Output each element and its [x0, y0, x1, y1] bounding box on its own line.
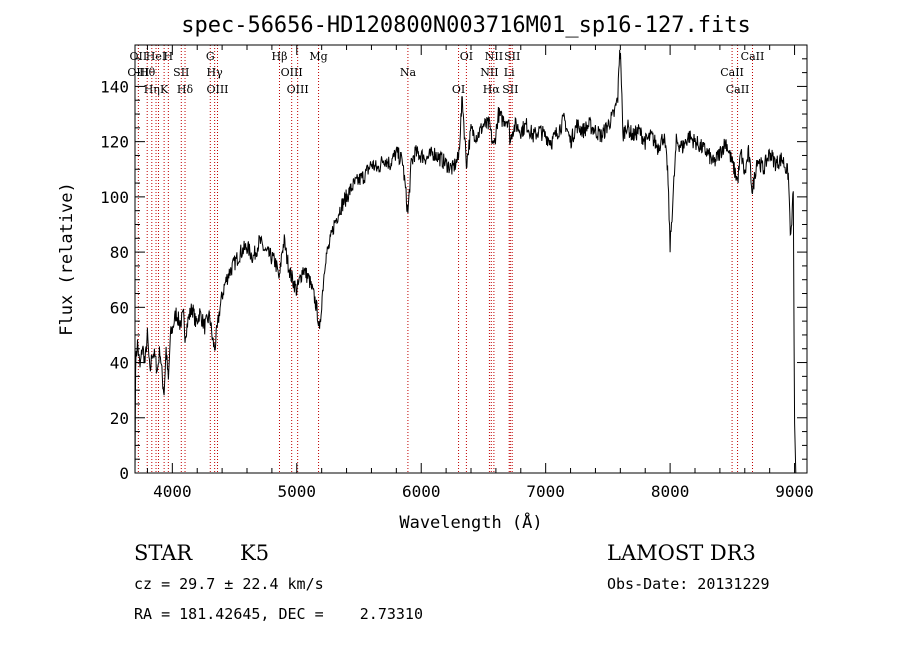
- chart-title: spec-56656-HD120800N003716M01_sp16-127.f…: [181, 13, 751, 38]
- y-tick-label: 80: [110, 243, 129, 262]
- line-marker-label: H: [164, 50, 174, 63]
- line-marker-label: OI: [452, 83, 465, 96]
- y-tick-label: 0: [119, 464, 129, 483]
- coordinates-text: RA = 181.42645, DEC = 2.73310: [134, 605, 423, 623]
- line-markers: [137, 45, 753, 473]
- line-marker-label: Hβ: [272, 50, 288, 63]
- line-marker-label: OII: [130, 50, 148, 63]
- line-marker-labels: OIIOIIIHθHηHeIKHSIIHδGHγOIIIHβOIIIOIIIMg…: [127, 50, 764, 96]
- line-marker-label: NII: [480, 66, 498, 79]
- line-marker-label: Hα: [483, 83, 501, 96]
- x-tick-label: 5000: [278, 482, 317, 501]
- x-tick-label: 6000: [402, 482, 441, 501]
- line-marker-label: Li: [504, 66, 515, 79]
- line-marker-label: Hδ: [177, 83, 194, 96]
- object-class: STAR: [134, 541, 193, 565]
- line-marker-label: OI: [460, 50, 473, 63]
- spectrum-line: [134, 49, 797, 474]
- line-marker-label: CaII: [720, 66, 744, 79]
- line-marker-label: Na: [400, 66, 417, 79]
- line-marker-label: OIII: [287, 83, 309, 96]
- x-tick-label: 7000: [526, 482, 565, 501]
- x-tick-label: 4000: [153, 482, 192, 501]
- y-tick-label: 140: [100, 77, 129, 96]
- y-axis-label: Flux (relative): [57, 182, 77, 336]
- y-tick-label: 60: [110, 298, 129, 317]
- line-marker-label: SII: [504, 50, 520, 63]
- x-tick-label: 9000: [775, 482, 814, 501]
- line-marker-label: HeI: [146, 50, 166, 63]
- line-marker-label: K: [160, 83, 169, 96]
- x-axis-label: Wavelength (Å): [399, 511, 542, 533]
- line-marker-label: SII: [502, 83, 518, 96]
- line-marker-label: CaII: [741, 50, 765, 63]
- x-axis-ticks: 4000 5000 6000 7000 8000 9000: [146, 45, 814, 501]
- redshift-text: cz = 29.7 ± 22.4 km/s: [134, 575, 324, 593]
- y-tick-label: 40: [110, 354, 129, 373]
- survey-name: LAMOST DR3: [607, 541, 756, 565]
- line-marker-label: Hη: [144, 83, 160, 96]
- line-marker-label: SII: [173, 66, 189, 79]
- line-marker-label: OIII: [206, 83, 228, 96]
- line-marker-label: OIII: [281, 66, 303, 79]
- spectrum-series: [134, 49, 797, 474]
- x-tick-label: 8000: [651, 482, 690, 501]
- line-marker-label: Hγ: [207, 66, 224, 79]
- line-marker-label: Mg: [309, 50, 327, 63]
- line-marker-label: NII: [485, 50, 503, 63]
- object-subclass: K5: [240, 541, 269, 565]
- line-marker-label: G: [206, 50, 215, 63]
- obs-date-text: Obs-Date: 20131229: [607, 575, 770, 593]
- y-axis-ticks: 0 20 40 60 80 100 120 140: [100, 58, 807, 483]
- line-marker-label: CaII: [726, 83, 750, 96]
- y-tick-label: 120: [100, 133, 129, 152]
- line-marker-label: Hθ: [139, 66, 156, 79]
- y-tick-label: 100: [100, 188, 129, 207]
- y-tick-label: 20: [110, 409, 129, 428]
